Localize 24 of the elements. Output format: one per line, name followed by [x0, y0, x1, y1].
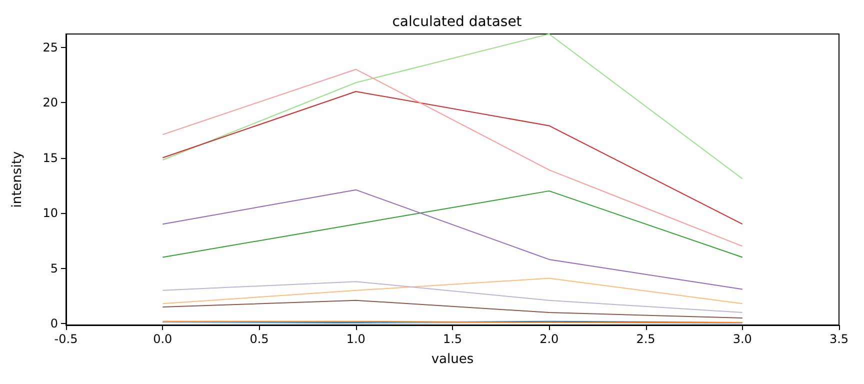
- line-series: [162, 281, 743, 314]
- y-tick-label: 25: [42, 40, 58, 54]
- y-tick-label: 15: [42, 150, 58, 165]
- x-tick-label: 3.0: [732, 332, 752, 346]
- x-tick-label: 0.0: [153, 332, 172, 346]
- line-series: [162, 68, 743, 247]
- x-tick-label: -0.5: [54, 332, 78, 346]
- y-tick-label: 20: [42, 96, 58, 110]
- y-tick-label: 5: [50, 261, 58, 276]
- y-tick-label: 10: [42, 206, 58, 220]
- x-tick-label: 3.5: [829, 332, 849, 346]
- line-series: [162, 90, 743, 225]
- x-tick-label: 1.0: [346, 332, 366, 346]
- x-axis-title: values: [431, 352, 474, 367]
- y-axis-title: intensity: [10, 151, 25, 208]
- x-tick-label: 1.5: [442, 332, 462, 346]
- line-series: [162, 189, 743, 290]
- x-tick-label: 0.5: [250, 332, 269, 346]
- line-series: [162, 300, 743, 319]
- x-tick-label: 2.5: [636, 332, 656, 346]
- y-tick-label: 0: [50, 316, 58, 331]
- x-tick-label: 2.0: [540, 332, 559, 346]
- chart-title: calculated dataset: [392, 14, 522, 30]
- line-series: [162, 34, 743, 180]
